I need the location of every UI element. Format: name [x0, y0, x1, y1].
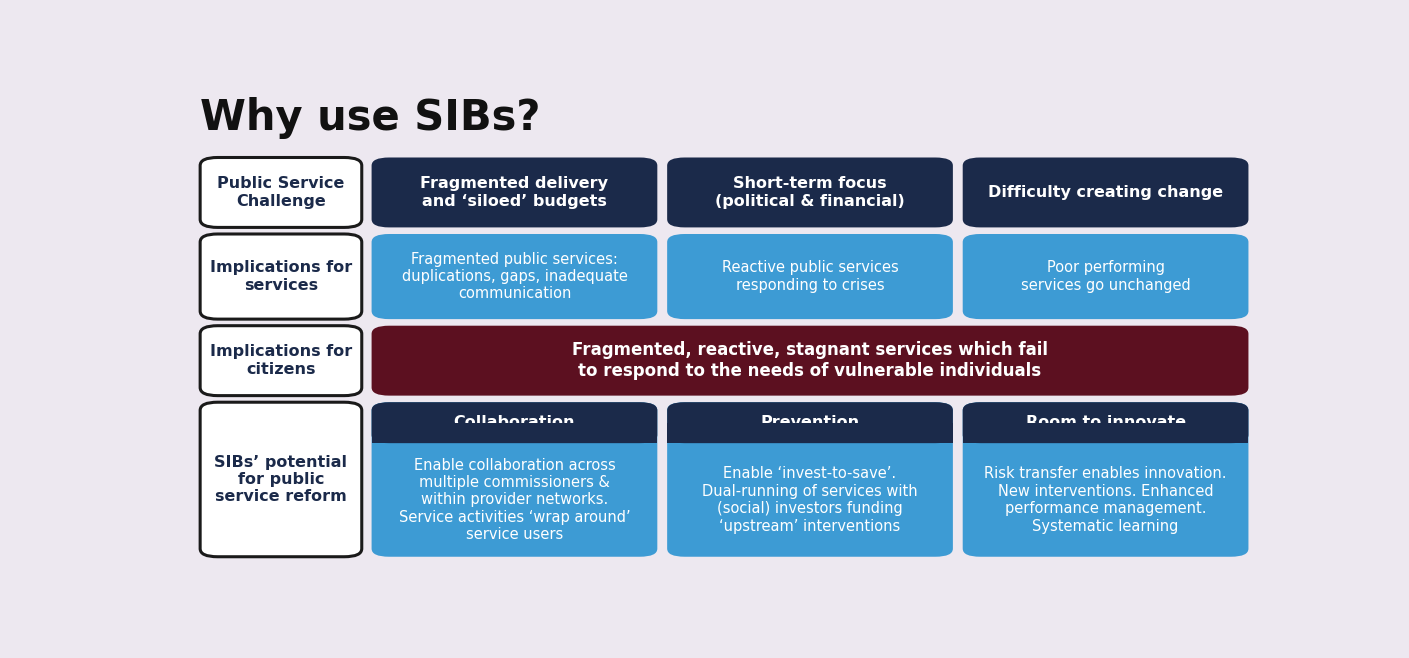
Text: Implications for
services: Implications for services [210, 261, 352, 293]
FancyBboxPatch shape [200, 402, 362, 557]
Text: Room to innovate: Room to innovate [1026, 415, 1185, 430]
Bar [372, 422, 658, 443]
FancyBboxPatch shape [962, 157, 1248, 228]
Bar [666, 422, 952, 443]
Text: Why use SIBs?: Why use SIBs? [200, 97, 541, 139]
Text: Fragmented public services:
duplications, gaps, inadequate
communication: Fragmented public services: duplications… [402, 251, 627, 301]
Text: Prevention: Prevention [761, 415, 859, 430]
Text: Difficulty creating change: Difficulty creating change [988, 185, 1223, 200]
FancyBboxPatch shape [200, 234, 362, 319]
FancyBboxPatch shape [666, 402, 952, 443]
FancyBboxPatch shape [372, 234, 658, 319]
Text: Implications for
citizens: Implications for citizens [210, 344, 352, 377]
Text: Poor performing
services go unchanged: Poor performing services go unchanged [1020, 261, 1191, 293]
Text: Risk transfer enables innovation.
New interventions. Enhanced
performance manage: Risk transfer enables innovation. New in… [985, 467, 1227, 534]
FancyBboxPatch shape [200, 157, 362, 228]
Text: Fragmented delivery
and ‘siloed’ budgets: Fragmented delivery and ‘siloed’ budgets [420, 176, 609, 209]
FancyBboxPatch shape [372, 402, 658, 443]
Text: SIBs’ potential
for public
service reform: SIBs’ potential for public service refor… [214, 455, 348, 505]
Bar [962, 422, 1248, 443]
FancyBboxPatch shape [372, 402, 658, 557]
FancyBboxPatch shape [962, 402, 1248, 557]
Text: Short-term focus
(political & financial): Short-term focus (political & financial) [716, 176, 905, 209]
FancyBboxPatch shape [962, 234, 1248, 319]
FancyBboxPatch shape [666, 157, 952, 228]
Text: Enable ‘invest-to-save’.
Dual-running of services with
(social) investors fundin: Enable ‘invest-to-save’. Dual-running of… [702, 467, 917, 534]
Text: Reactive public services
responding to crises: Reactive public services responding to c… [721, 261, 899, 293]
FancyBboxPatch shape [200, 326, 362, 395]
Text: Public Service
Challenge: Public Service Challenge [217, 176, 345, 209]
FancyBboxPatch shape [666, 234, 952, 319]
FancyBboxPatch shape [372, 157, 658, 228]
FancyBboxPatch shape [666, 402, 952, 557]
FancyBboxPatch shape [372, 326, 1248, 395]
Text: Fragmented, reactive, stagnant services which fail
to respond to the needs of vu: Fragmented, reactive, stagnant services … [572, 342, 1048, 380]
FancyBboxPatch shape [962, 402, 1248, 443]
Text: Collaboration: Collaboration [454, 415, 575, 430]
Text: Enable collaboration across
multiple commissioners &
within provider networks.
S: Enable collaboration across multiple com… [399, 458, 630, 542]
